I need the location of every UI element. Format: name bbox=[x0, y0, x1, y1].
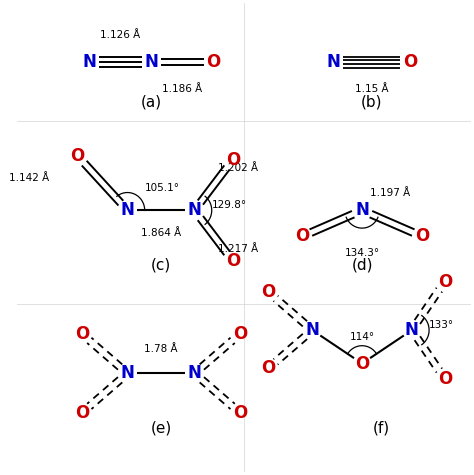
Text: O: O bbox=[403, 53, 417, 71]
Text: O: O bbox=[226, 151, 240, 169]
Text: N: N bbox=[82, 53, 96, 71]
Text: O: O bbox=[226, 252, 240, 270]
Text: O: O bbox=[233, 404, 247, 422]
Text: O: O bbox=[438, 273, 452, 291]
Text: N: N bbox=[120, 364, 135, 382]
Text: O: O bbox=[355, 354, 369, 372]
Text: N: N bbox=[305, 321, 319, 339]
Text: N: N bbox=[327, 53, 340, 71]
Text: N: N bbox=[355, 201, 369, 219]
Text: N: N bbox=[188, 364, 201, 382]
Text: 1.864 Å: 1.864 Å bbox=[141, 228, 181, 238]
Text: O: O bbox=[207, 53, 221, 71]
Text: 1.15 Å: 1.15 Å bbox=[355, 84, 388, 94]
Text: 1.197 Å: 1.197 Å bbox=[370, 189, 410, 199]
Text: O: O bbox=[233, 325, 247, 343]
Text: 1.126 Å: 1.126 Å bbox=[100, 30, 140, 40]
Text: O: O bbox=[75, 404, 89, 422]
Text: 1.78 Å: 1.78 Å bbox=[144, 343, 178, 353]
Text: (a): (a) bbox=[141, 94, 162, 109]
Text: 1.186 Å: 1.186 Å bbox=[163, 84, 202, 94]
Text: (c): (c) bbox=[151, 257, 171, 272]
Text: 1.142 Å: 1.142 Å bbox=[9, 173, 49, 183]
Text: 129.8°: 129.8° bbox=[212, 200, 247, 210]
Text: 114°: 114° bbox=[349, 332, 374, 342]
Text: 1.217 Å: 1.217 Å bbox=[219, 244, 258, 254]
Text: O: O bbox=[438, 370, 452, 388]
Text: O: O bbox=[415, 228, 429, 246]
Text: O: O bbox=[71, 147, 85, 165]
Text: N: N bbox=[405, 321, 419, 339]
Text: N: N bbox=[188, 201, 201, 219]
Text: O: O bbox=[75, 325, 89, 343]
Text: (b): (b) bbox=[361, 94, 383, 109]
Text: (d): (d) bbox=[351, 257, 373, 272]
Text: 1.202 Å: 1.202 Å bbox=[219, 163, 258, 173]
Text: 134.3°: 134.3° bbox=[345, 248, 380, 258]
Text: O: O bbox=[295, 228, 309, 246]
Text: (e): (e) bbox=[150, 420, 172, 435]
Text: 133°: 133° bbox=[429, 320, 454, 330]
Text: N: N bbox=[145, 53, 158, 71]
Text: (f): (f) bbox=[373, 420, 390, 435]
Text: N: N bbox=[120, 201, 135, 219]
Text: O: O bbox=[261, 359, 275, 377]
Text: 105.1°: 105.1° bbox=[145, 182, 180, 192]
Text: O: O bbox=[261, 283, 275, 301]
